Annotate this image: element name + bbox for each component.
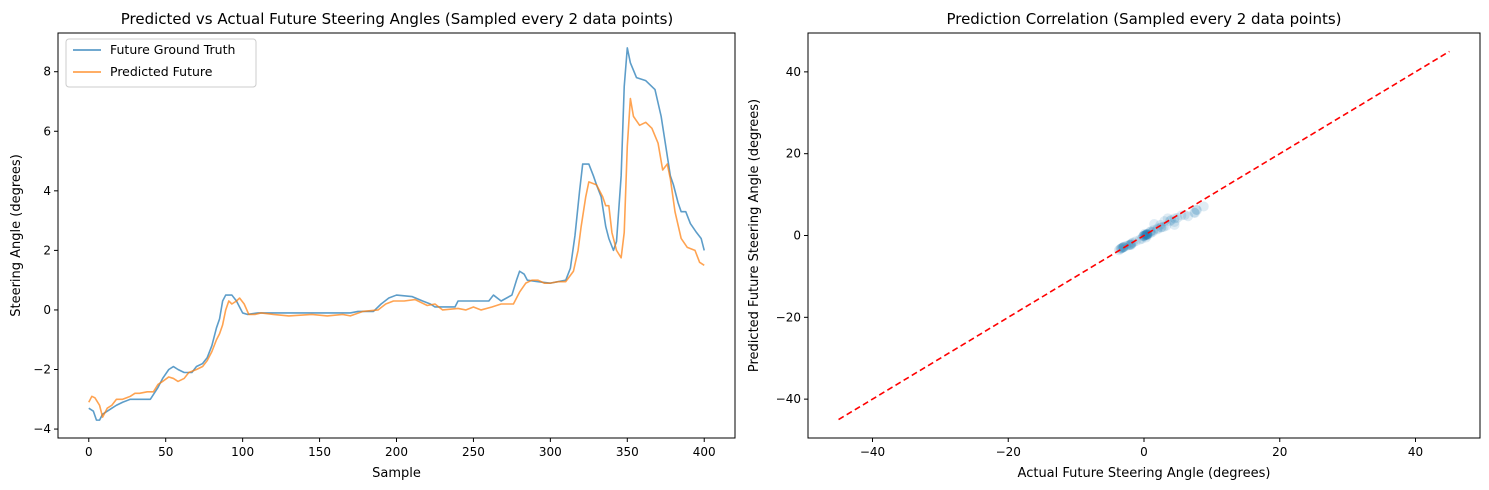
scatter-point: [1169, 217, 1180, 227]
line-chart-y-ticks: −4 −2 0 2 4 6 8: [33, 65, 58, 436]
y-tick-label: −4: [33, 422, 51, 436]
y-tick-label: 0: [43, 303, 51, 317]
x-tick-label: 150: [308, 445, 331, 459]
x-tick-label: 40: [1408, 445, 1423, 459]
line-chart-y-axis-label: Steering Angle (degrees): [9, 154, 24, 317]
y-tick-label: 6: [43, 124, 51, 138]
line-chart-plot-area: [58, 33, 735, 438]
scatter-chart-points: [1113, 201, 1209, 256]
line-chart-x-ticks: 0 50 100 150 200 250 300 350 400: [85, 438, 716, 459]
scatter-chart-title: Prediction Correlation (Sampled every 2 …: [946, 10, 1341, 28]
legend-label-ground-truth: Future Ground Truth: [110, 42, 235, 57]
scatter-chart-frame: [807, 32, 1481, 439]
scatter-point: [1191, 205, 1202, 216]
x-tick-label: −20: [996, 445, 1021, 459]
x-tick-label: 0: [1140, 445, 1148, 459]
line-chart-title: Predicted vs Actual Future Steering Angl…: [121, 10, 674, 28]
scatter-point: [1159, 216, 1170, 227]
line-chart-x-axis-label: Sample: [372, 466, 421, 481]
line-chart: Predicted vs Actual Future Steering Angl…: [9, 10, 736, 481]
y-tick-label: 40: [786, 65, 801, 79]
scatter-point: [1191, 204, 1202, 215]
x-tick-label: 20: [1272, 445, 1287, 459]
x-tick-label: 350: [616, 445, 639, 459]
scatter-point: [1136, 233, 1147, 244]
scatter-point: [1158, 221, 1169, 232]
y-tick-label: 4: [43, 184, 51, 198]
scatter-point: [1189, 207, 1200, 218]
scatter-point: [1176, 210, 1187, 221]
scatter-chart-x-axis-label: Actual Future Steering Angle (degrees): [1018, 466, 1271, 481]
scatter-chart: Prediction Correlation (Sampled every 2 …: [747, 10, 1481, 481]
y-tick-label: −40: [776, 392, 801, 406]
scatter-chart-y-axis-label: Predicted Future Steering Angle (degrees…: [747, 99, 762, 372]
scatter-point: [1169, 219, 1180, 230]
scatter-point: [1156, 222, 1167, 233]
scatter-point: [1118, 241, 1129, 252]
line-chart-frame: [57, 32, 736, 439]
x-tick-label: 400: [693, 445, 716, 459]
legend-box: [65, 38, 257, 88]
line-chart-legend: Future Ground Truth Predicted Future: [65, 38, 257, 88]
y-tick-label: 2: [43, 243, 51, 257]
scatter-chart-y-ticks: −40 −20 0 20 40: [776, 65, 808, 406]
x-tick-label: 250: [462, 445, 485, 459]
scatter-point: [1198, 201, 1209, 212]
scatter-point: [1162, 213, 1173, 224]
scatter-point: [1172, 212, 1183, 223]
y-tick-label: −2: [33, 363, 51, 377]
x-tick-label: 50: [158, 445, 173, 459]
line-chart-series: [88, 47, 706, 421]
scatter-point: [1189, 208, 1200, 218]
scatter-point: [1183, 211, 1194, 222]
reference-line: [838, 50, 1450, 421]
scatter-chart-x-ticks: −40 −20 0 20 40: [860, 438, 1423, 459]
x-tick-label: 200: [385, 445, 408, 459]
x-tick-label: 100: [231, 445, 254, 459]
scatter-point: [1142, 230, 1153, 241]
scatter-point: [1152, 224, 1163, 235]
scatter-point: [1149, 219, 1160, 230]
scatter-point: [1147, 226, 1158, 237]
legend-label-predicted: Predicted Future: [110, 64, 213, 79]
y-tick-label: −20: [776, 310, 801, 324]
y-tick-label: 20: [786, 147, 801, 161]
scatter-point: [1155, 222, 1166, 233]
x-tick-label: 0: [85, 445, 93, 459]
y-tick-label: 0: [793, 229, 801, 243]
x-tick-label: 300: [539, 445, 562, 459]
scatter-point: [1145, 228, 1156, 239]
predicted-line: [88, 97, 705, 418]
x-tick-label: −40: [860, 445, 885, 459]
y-tick-label: 8: [43, 65, 51, 79]
